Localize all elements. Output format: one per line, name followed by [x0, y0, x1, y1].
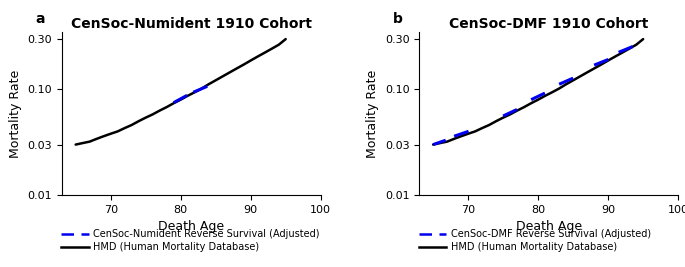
X-axis label: Death Age: Death Age	[516, 220, 582, 233]
Title: CenSoc-DMF 1910 Cohort: CenSoc-DMF 1910 Cohort	[449, 17, 648, 31]
X-axis label: Death Age: Death Age	[158, 220, 224, 233]
Y-axis label: Mortality Rate: Mortality Rate	[366, 69, 379, 158]
Y-axis label: Mortality Rate: Mortality Rate	[9, 69, 22, 158]
Legend: CenSoc-Numident Reverse Survival (Adjusted), HMD (Human Mortality Database): CenSoc-Numident Reverse Survival (Adjust…	[62, 229, 320, 252]
Title: CenSoc-Numident 1910 Cohort: CenSoc-Numident 1910 Cohort	[71, 17, 312, 31]
Text: a: a	[36, 11, 45, 26]
Legend: CenSoc-DMF Reverse Survival (Adjusted), HMD (Human Mortality Database): CenSoc-DMF Reverse Survival (Adjusted), …	[419, 229, 651, 252]
Text: b: b	[393, 11, 403, 26]
